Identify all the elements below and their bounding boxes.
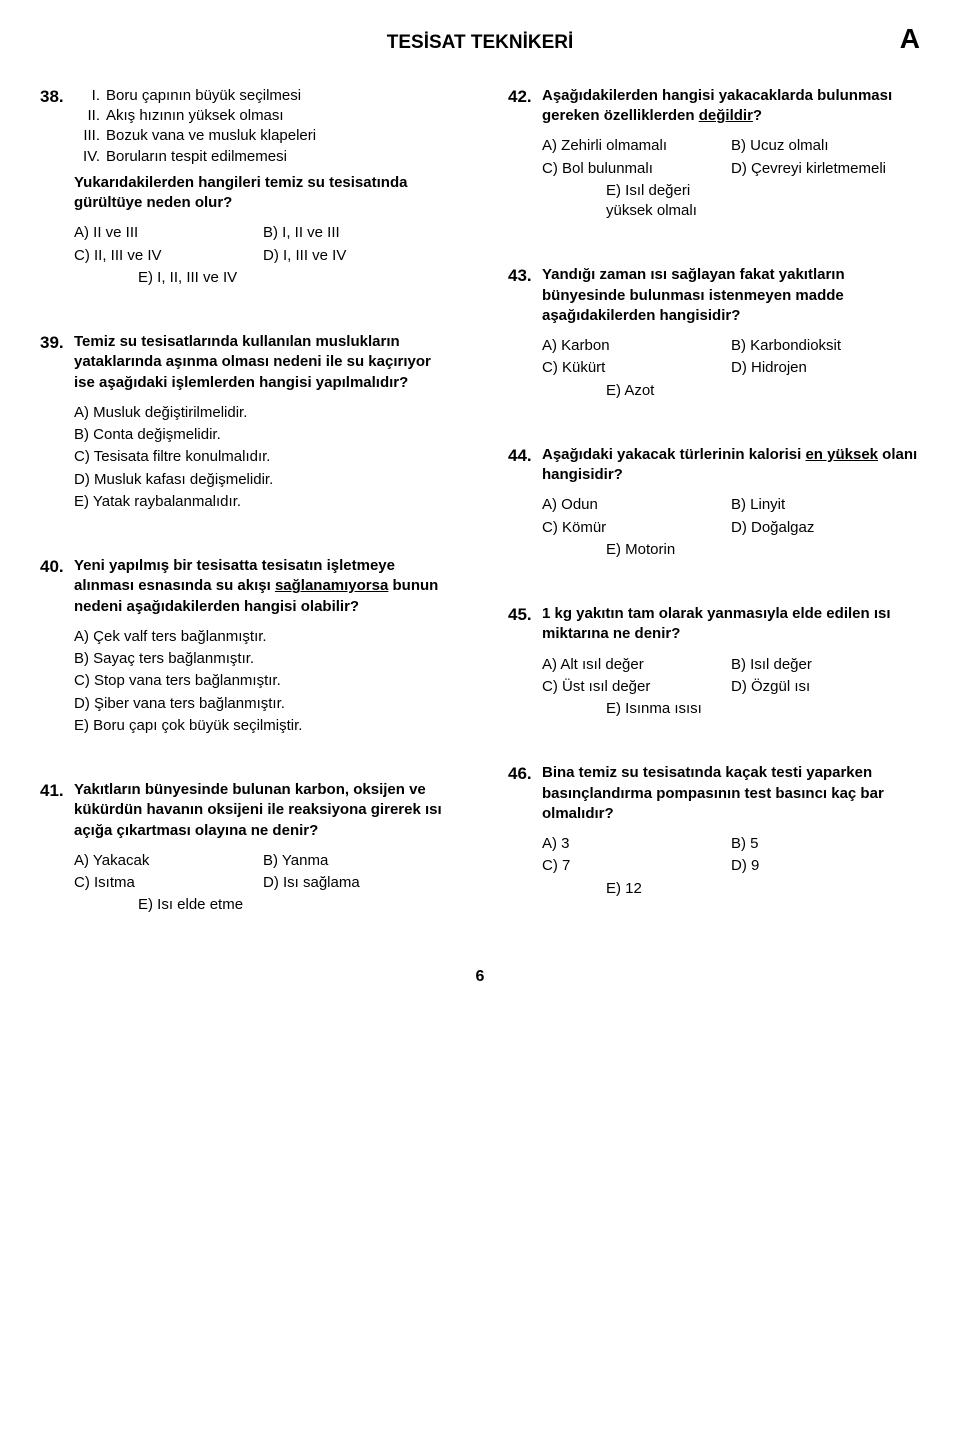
option-a[interactable]: A) Alt ısıl değer [542,655,731,675]
option-d[interactable]: D) Musluk kafası değişmelidir. [74,470,452,490]
option-a[interactable]: A) Çek valf ters bağlanmıştır. [74,627,452,647]
question-number: 38. [40,86,66,109]
option-b[interactable]: B) Ucuz olmalı [731,136,920,156]
option-b[interactable]: B) Yanma [263,851,452,871]
question-42: 42. Aşağıdakilerden hangisi yakacaklarda… [508,86,920,222]
left-column: 38. I. Boru çapının büyük seçilmesi II. Ak… [40,86,452,926]
question-stem: Yakıtların bünyesinde bulunan karbon, ok… [74,780,452,841]
option-a[interactable]: A) Musluk değiştirilmelidir. [74,403,452,423]
question-44: 44. Aşağıdaki yakacak türlerinin kaloris… [508,445,920,560]
option-d[interactable]: D) Şiber vana ters bağlanmıştır. [74,694,452,714]
options: A) Zehirli olmamalı B) Ucuz olmalı C) Bo… [542,136,920,221]
options: A) Çek valf ters bağlanmıştır. B) Sayaç … [74,627,452,736]
question-stem: Temiz su tesisatlarında kullanılan muslu… [74,332,452,393]
question-number: 45. [508,604,534,627]
option-e[interactable]: E) Isıl değeri yüksek olmalı [542,181,731,222]
option-b[interactable]: B) Linyit [731,495,920,515]
option-a[interactable]: A) 3 [542,834,731,854]
question-number: 39. [40,332,66,355]
question-38: 38. I. Boru çapının büyük seçilmesi II. Ak… [40,86,452,288]
option-d[interactable]: D) Hidrojen [731,358,920,378]
option-c[interactable]: C) Kömür [542,518,731,538]
option-a[interactable]: A) Yakacak [74,851,263,871]
option-c[interactable]: C) II, III ve IV [74,246,263,266]
option-c[interactable]: C) Tesisata filtre konulmalıdır. [74,447,452,467]
roman-text: Bozuk vana ve musluk klapeleri [106,126,316,146]
question-stem: Bina temiz su tesisatında kaçak testi ya… [542,763,920,824]
question-item-list: I. Boru çapının büyük seçilmesi II. Akış h… [74,86,316,167]
option-e[interactable]: E) Isı elde etme [74,895,263,915]
option-c[interactable]: C) Stop vana ters bağlanmıştır. [74,671,452,691]
option-a[interactable]: A) II ve III [74,223,263,243]
option-e[interactable]: E) Isınma ısısı [542,699,731,719]
booklet-mark: A [880,20,920,58]
page-number: 6 [40,966,920,988]
option-c[interactable]: C) Isıtma [74,873,263,893]
options: A) II ve III B) I, II ve III C) II, III … [74,223,452,288]
roman-label: II. [74,106,100,126]
option-e[interactable]: E) Azot [542,381,731,401]
options: A) Karbon B) Karbondioksit C) Kükürt D) … [542,336,920,401]
option-c[interactable]: C) 7 [542,856,731,876]
option-e[interactable]: E) Boru çapı çok büyük seçilmiştir. [74,716,452,736]
question-43: 43. Yandığı zaman ısı sağlayan fakat yak… [508,265,920,401]
option-a[interactable]: A) Odun [542,495,731,515]
question-41: 41. Yakıtların bünyesinde bulunan karbon… [40,780,452,916]
question-number: 46. [508,763,534,786]
roman-text: Boru çapının büyük seçilmesi [106,86,301,106]
option-b[interactable]: B) Isıl değer [731,655,920,675]
roman-text: Boruların tespit edilmemesi [106,147,287,167]
question-number: 41. [40,780,66,803]
option-c[interactable]: C) Bol bulunmalı [542,159,731,179]
exam-title: TESİSAT TEKNİKERİ [80,30,880,56]
question-number: 40. [40,556,66,579]
option-d[interactable]: D) 9 [731,856,920,876]
options: A) Yakacak B) Yanma C) Isıtma D) Isı sağ… [74,851,452,916]
question-number: 44. [508,445,534,468]
question-stem: Yukarıdakilerden hangileri temiz su tesi… [74,174,407,211]
roman-label: III. [74,126,100,146]
page-header: TESİSAT TEKNİKERİ A [40,20,920,58]
option-e[interactable]: E) I, II, III ve IV [74,268,263,288]
option-a[interactable]: A) Karbon [542,336,731,356]
option-d[interactable]: D) Doğalgaz [731,518,920,538]
question-39: 39. Temiz su tesisatlarında kullanılan m… [40,332,452,512]
option-c[interactable]: C) Üst ısıl değer [542,677,731,697]
question-stem: Aşağıdakilerden hangisi yakacaklarda bul… [542,86,920,127]
options: A) Odun B) Linyit C) Kömür D) Doğalgaz E… [542,495,920,560]
question-46: 46. Bina temiz su tesisatında kaçak test… [508,763,920,899]
question-stem: Aşağıdaki yakacak türlerinin kalorisi en… [542,445,920,486]
option-e[interactable]: E) Yatak raybalanmalıdır. [74,492,452,512]
question-number: 42. [508,86,534,109]
option-a[interactable]: A) Zehirli olmamalı [542,136,731,156]
option-d[interactable]: D) Isı sağlama [263,873,452,893]
question-40: 40. Yeni yapılmış bir tesisatta tesisatı… [40,556,452,736]
option-b[interactable]: B) 5 [731,834,920,854]
roman-label: I. [74,86,100,106]
option-d[interactable]: D) Çevreyi kirletmemeli [731,159,920,179]
option-e[interactable]: E) Motorin [542,540,731,560]
question-stem: Yeni yapılmış bir tesisatta tesisatın iş… [74,556,452,617]
options: A) Musluk değiştirilmelidir. B) Conta de… [74,403,452,512]
option-b[interactable]: B) Sayaç ters bağlanmıştır. [74,649,452,669]
options: A) Alt ısıl değer B) Isıl değer C) Üst ı… [542,655,920,720]
option-d[interactable]: D) I, III ve IV [263,246,452,266]
content-columns: 38. I. Boru çapının büyük seçilmesi II. Ak… [40,86,920,926]
question-number: 43. [508,265,534,288]
question-stem: 1 kg yakıtın tam olarak yanmasıyla elde … [542,604,920,645]
roman-label: IV. [74,147,100,167]
options: A) 3 B) 5 C) 7 D) 9 E) 12 [542,834,920,899]
right-column: 42. Aşağıdakilerden hangisi yakacaklarda… [508,86,920,926]
roman-text: Akış hızının yüksek olması [106,106,284,126]
option-b[interactable]: B) Conta değişmelidir. [74,425,452,445]
question-stem: Yandığı zaman ısı sağlayan fakat yakıtla… [542,265,920,326]
question-45: 45. 1 kg yakıtın tam olarak yanmasıyla e… [508,604,920,719]
option-c[interactable]: C) Kükürt [542,358,731,378]
option-d[interactable]: D) Özgül ısı [731,677,920,697]
option-e[interactable]: E) 12 [542,879,731,899]
option-b[interactable]: B) I, II ve III [263,223,452,243]
option-b[interactable]: B) Karbondioksit [731,336,920,356]
